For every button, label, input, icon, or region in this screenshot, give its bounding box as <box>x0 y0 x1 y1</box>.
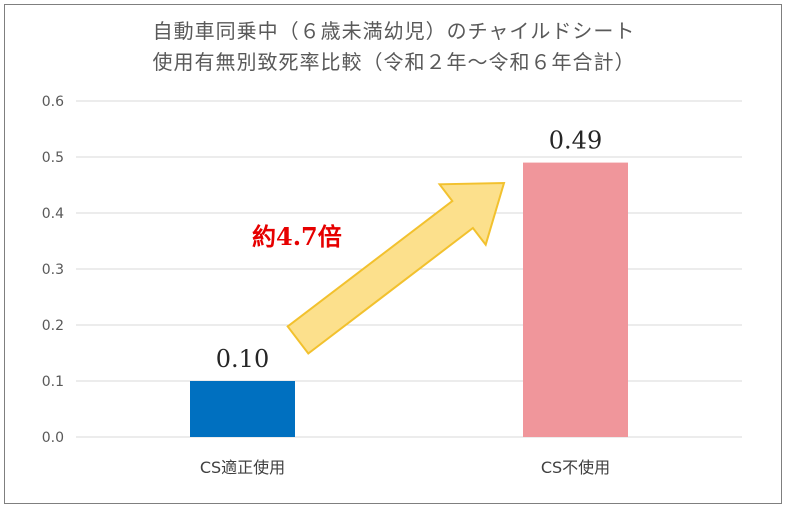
arrow-shape <box>286 181 506 355</box>
chart-title-line-1: 自動車同乗中（６歳未満幼児）のチャイルドシート <box>152 19 636 43</box>
bar-1 <box>190 381 295 437</box>
y-tick-label: 0.4 <box>42 206 64 222</box>
bars: 0.10 0.49 <box>190 127 628 437</box>
ratio-annotation: 約4.7倍 <box>252 222 342 251</box>
bar-2 <box>523 162 628 437</box>
category-label-1: CS適正使用 <box>200 458 285 477</box>
y-tick-label: 0.0 <box>42 430 64 446</box>
chart-title: 自動車同乗中（６歳未満幼児）のチャイルドシート 使用有無別致死率比較（令和２年～… <box>0 16 788 78</box>
y-tick-label: 0.1 <box>42 374 64 390</box>
data-label-2: 0.49 <box>549 127 602 155</box>
y-axis-ticks: 0.0 0.1 0.2 0.3 0.4 0.5 0.6 <box>42 94 64 446</box>
y-tick-label: 0.2 <box>42 318 64 334</box>
y-tick-label: 0.5 <box>42 150 64 166</box>
data-label-1: 0.10 <box>216 345 269 373</box>
chart-title-line-2: 使用有無別致死率比較（令和２年～令和６年合計） <box>152 50 636 74</box>
category-label-2: CS不使用 <box>541 458 610 477</box>
y-tick-label: 0.6 <box>42 94 64 110</box>
increase-arrow: 約4.7倍 <box>252 181 506 355</box>
x-axis-categories: CS適正使用 CS不使用 <box>200 458 610 477</box>
y-tick-label: 0.3 <box>42 262 64 278</box>
